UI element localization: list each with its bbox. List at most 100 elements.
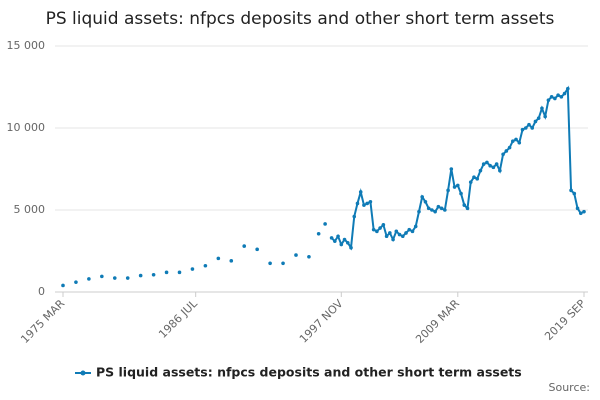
data-point <box>578 211 583 216</box>
data-point <box>507 145 512 150</box>
data-point <box>417 209 421 214</box>
data-point <box>362 203 366 207</box>
data-point <box>566 86 570 91</box>
data-point <box>543 114 547 119</box>
data-point <box>459 191 463 196</box>
legend-marker <box>80 370 86 376</box>
data-point <box>381 222 386 227</box>
data-point <box>333 239 337 243</box>
data-point <box>491 165 496 170</box>
data-point <box>501 152 505 157</box>
data-point <box>112 276 117 280</box>
data-point <box>371 227 376 232</box>
data-point <box>468 180 473 184</box>
data-point <box>307 254 311 259</box>
y-tick-label: 0 <box>38 285 45 298</box>
data-point <box>164 270 169 275</box>
data-point <box>569 188 573 193</box>
data-point <box>439 206 444 211</box>
data-point <box>527 122 531 127</box>
data-point <box>100 274 104 279</box>
data-point <box>268 261 272 266</box>
data-point <box>352 214 357 219</box>
data-point <box>582 209 586 214</box>
data-point <box>342 237 347 242</box>
data-point <box>514 137 518 142</box>
data-point <box>397 232 402 237</box>
data-point <box>572 191 577 196</box>
data-point <box>242 244 247 248</box>
x-tick-label: 2009 MAR <box>413 297 462 346</box>
data-point <box>436 204 441 209</box>
data-point <box>553 96 557 101</box>
x-tick-label: 1997 NOV <box>297 297 346 346</box>
data-point <box>517 140 522 145</box>
data-point <box>423 200 428 204</box>
data-point <box>452 185 457 189</box>
data-point <box>281 261 285 266</box>
legend-label: PS liquid assets: nfpcs deposits and oth… <box>96 365 522 380</box>
data-point <box>575 206 580 211</box>
data-point <box>533 119 538 124</box>
source-label: Source: <box>549 381 591 394</box>
x-tick-label: 1975 MAR <box>18 297 67 346</box>
data-point <box>430 208 434 212</box>
data-point <box>365 201 369 206</box>
data-point <box>426 206 431 211</box>
data-point <box>511 139 515 143</box>
data-point <box>485 160 489 165</box>
data-point <box>138 273 143 278</box>
data-point <box>446 188 450 193</box>
data-point <box>556 93 560 97</box>
data-point <box>494 162 499 166</box>
data-point <box>443 208 447 212</box>
data-point <box>413 224 418 229</box>
data-point <box>151 272 156 277</box>
data-point <box>388 231 392 235</box>
data-point <box>378 226 382 230</box>
data-point <box>562 91 567 96</box>
data-point <box>358 190 363 194</box>
chart-title: PS liquid assets: nfpcs deposits and oth… <box>46 9 555 29</box>
data-point <box>530 126 535 130</box>
data-point <box>488 163 492 168</box>
data-point <box>549 95 554 99</box>
data-point <box>523 126 528 130</box>
data-point <box>407 227 412 232</box>
data-point <box>316 231 321 236</box>
data-point <box>504 149 509 153</box>
data-point <box>498 168 502 173</box>
x-tick-label: 2019 SEP <box>542 297 588 343</box>
data-point <box>478 168 483 173</box>
data-point <box>336 234 340 239</box>
data-point <box>420 195 424 199</box>
y-tick-label: 5 000 <box>14 203 46 216</box>
data-point <box>190 267 195 271</box>
data-point <box>177 270 182 275</box>
data-point <box>400 234 405 239</box>
data-point <box>229 259 234 263</box>
y-tick-label: 10 000 <box>7 121 46 134</box>
data-point <box>475 177 480 181</box>
data-point <box>216 256 221 261</box>
data-point <box>368 200 373 204</box>
data-point <box>520 127 525 132</box>
data-point <box>433 209 437 214</box>
x-tick-label: 1986 JUL <box>156 296 200 340</box>
data-point <box>462 203 467 207</box>
data-point <box>410 229 415 234</box>
data-point <box>125 276 130 280</box>
data-point <box>87 277 91 281</box>
data-point <box>540 106 544 111</box>
data-point <box>559 95 564 99</box>
data-point <box>472 175 476 179</box>
data-point <box>74 280 78 284</box>
data-point <box>455 183 460 188</box>
data-point <box>375 229 379 234</box>
data-point <box>355 201 360 206</box>
data-point <box>404 231 408 235</box>
data-point <box>61 283 65 288</box>
data-point <box>481 162 486 166</box>
data-point <box>536 116 541 120</box>
